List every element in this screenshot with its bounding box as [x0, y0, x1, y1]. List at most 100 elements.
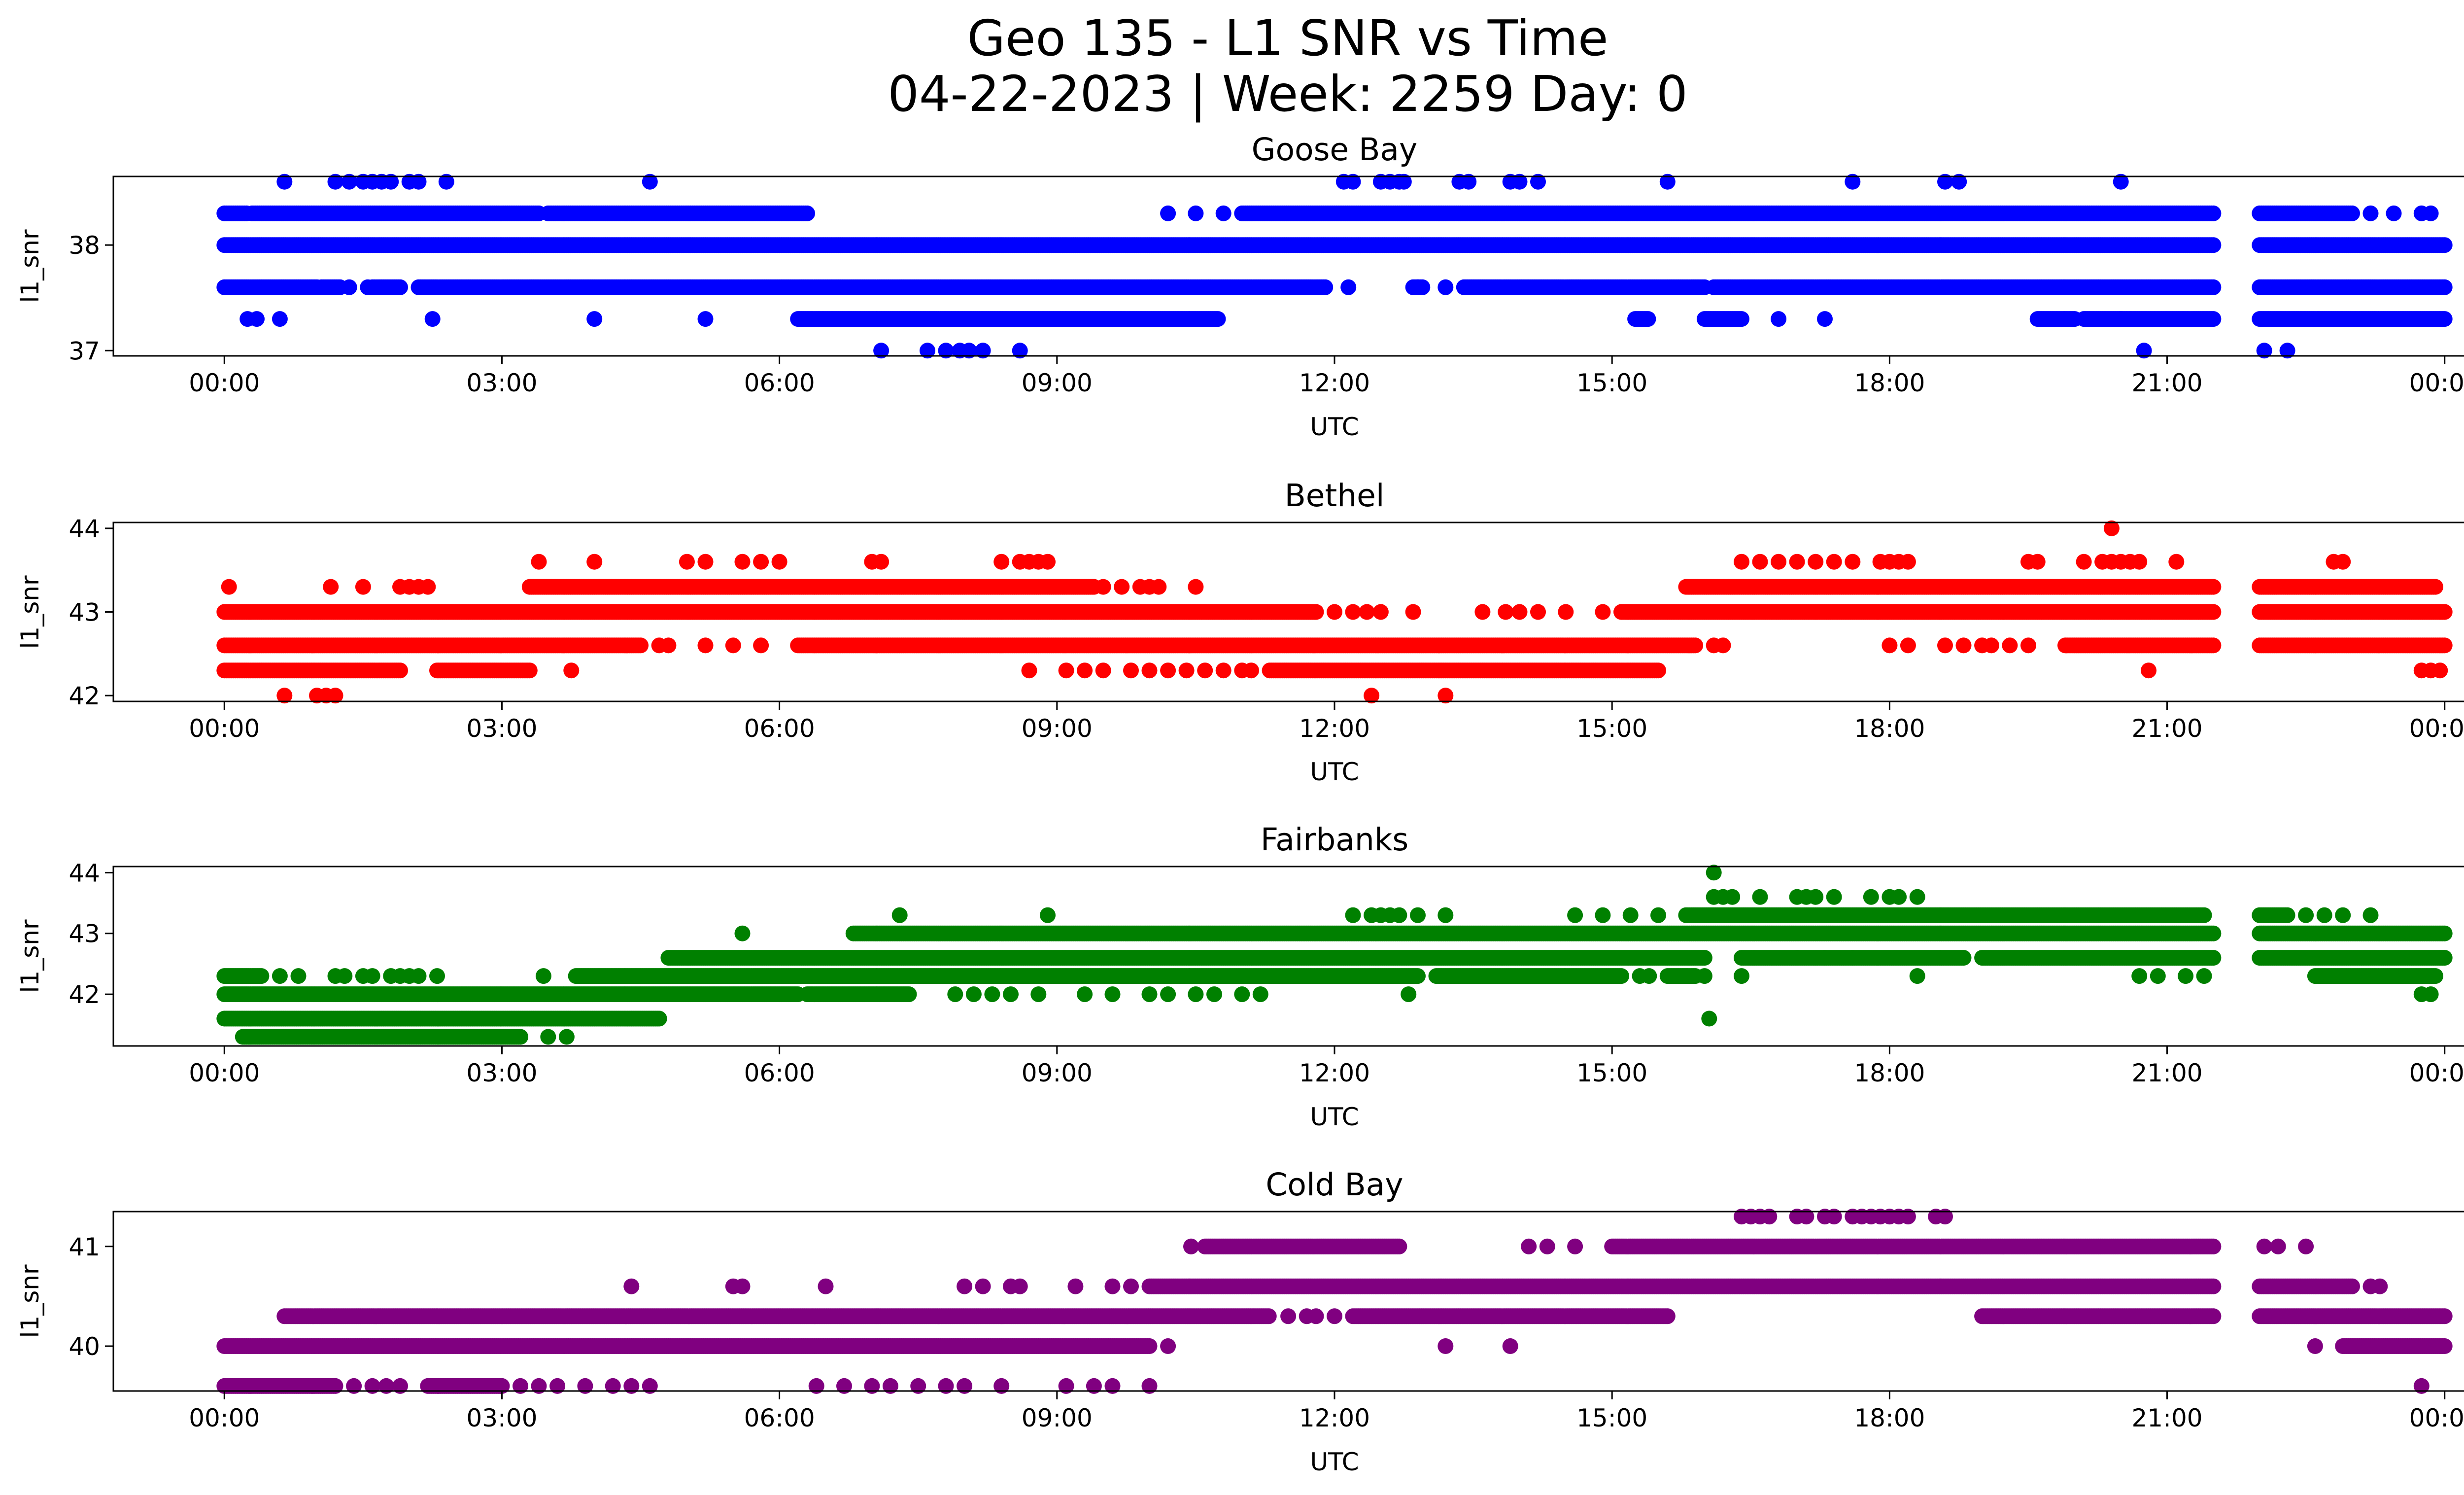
- data-point: [2205, 579, 2222, 595]
- data-point: [1845, 174, 1861, 190]
- data-point: [424, 311, 441, 327]
- data-point: [2029, 554, 2046, 570]
- data-point: [1345, 174, 1361, 190]
- data-point: [2205, 237, 2222, 253]
- data-point: [697, 554, 714, 570]
- data-point: [1734, 554, 1749, 570]
- data-point: [642, 174, 658, 190]
- data-point: [1210, 311, 1226, 327]
- y-tick-label: 38: [68, 231, 100, 260]
- x-tick-label: 21:00: [2131, 369, 2202, 397]
- data-point: [1188, 579, 1204, 595]
- data-point: [1900, 554, 1916, 570]
- data-point: [1317, 279, 1334, 295]
- data-point: [753, 554, 769, 570]
- data-point: [586, 554, 603, 570]
- data-point: [2436, 279, 2453, 295]
- data-point: [2205, 279, 2222, 295]
- scatter-points: [216, 520, 2453, 704]
- data-point: [2362, 205, 2379, 221]
- x-tick-label: 15:00: [1576, 369, 1647, 397]
- data-point: [1771, 311, 1787, 327]
- data-point: [1437, 279, 1454, 295]
- data-point: [1937, 174, 1953, 190]
- chart-panel-bethel: Bethel 00:00 03:00 06:00 09:00 12:00 15:00 18:…: [16, 478, 2464, 786]
- data-point: [2131, 554, 2148, 570]
- y-axis-label: l1_snr: [16, 229, 44, 303]
- figure-title-line-2: 04-22-2023 | Week: 2259 Day: 0: [888, 65, 1687, 123]
- data-point: [272, 311, 288, 327]
- data-point: [873, 554, 890, 570]
- data-point: [2436, 237, 2453, 253]
- x-tick-label: 12:00: [1299, 369, 1370, 397]
- data-point: [1845, 554, 1861, 570]
- y-tick-label: 37: [68, 337, 100, 365]
- data-point: [2344, 205, 2360, 221]
- data-point: [1215, 205, 1232, 221]
- data-point: [2436, 311, 2453, 327]
- data-point: [799, 205, 815, 221]
- data-point: [420, 579, 436, 595]
- data-point: [2428, 579, 2443, 595]
- data-point: [1511, 174, 1528, 190]
- data-point: [771, 554, 787, 570]
- data-point: [221, 579, 237, 595]
- data-point: [1789, 554, 1805, 570]
- data-point: [697, 311, 714, 327]
- panel-title: Goose Bay: [1252, 132, 1418, 168]
- data-point: [2423, 205, 2439, 221]
- data-point: [2386, 205, 2402, 221]
- panel-title: Bethel: [1285, 478, 1385, 514]
- data-point: [392, 279, 408, 295]
- data-point: [2335, 554, 2351, 570]
- x-tick-label: 00:00: [189, 369, 260, 397]
- data-point: [276, 174, 293, 190]
- x-tick-label: 09:00: [1022, 369, 1093, 397]
- x-axis: 00:00 03:00 06:00 09:00 12:00 15:00 18:00 21:00…: [189, 356, 2464, 397]
- data-point: [679, 554, 695, 570]
- data-point: [327, 174, 343, 190]
- data-point: [355, 579, 371, 595]
- data-point: [1410, 279, 1426, 295]
- data-point: [1396, 174, 1412, 190]
- data-point: [1951, 174, 1967, 190]
- data-point: [1752, 554, 1768, 570]
- plot-frame: [112, 175, 2464, 357]
- data-point: [1160, 205, 1176, 221]
- data-point: [2205, 311, 2222, 327]
- data-point: [2113, 174, 2129, 190]
- data-point: [2168, 554, 2185, 570]
- data-point: [383, 174, 399, 190]
- data-point: [993, 554, 1010, 570]
- data-point: [341, 279, 357, 295]
- scatter-points: [216, 174, 2453, 359]
- data-point: [1734, 311, 1749, 327]
- x-tick-label: 00:00: [2409, 369, 2464, 397]
- x-tick-label: 06:00: [744, 369, 815, 397]
- data-point: [249, 311, 265, 327]
- y-axis: 37 38: [68, 231, 113, 365]
- data-point: [1095, 579, 1111, 595]
- data-point: [341, 174, 357, 190]
- data-point: [1817, 311, 1833, 327]
- data-point: [360, 279, 376, 295]
- data-point: [1771, 554, 1787, 570]
- data-point: [2205, 205, 2222, 221]
- data-point: [1151, 579, 1167, 595]
- data-point: [1114, 579, 1130, 595]
- data-point: [1461, 174, 1477, 190]
- data-point: [411, 174, 427, 190]
- x-tick-label: 03:00: [466, 369, 537, 397]
- data-point: [323, 579, 339, 595]
- data-point: [1188, 205, 1204, 221]
- x-axis-label: UTC: [1310, 413, 1359, 441]
- figure-title-line-1: Geo 135 - L1 SNR vs Time: [967, 9, 1608, 67]
- data-point: [1659, 174, 1676, 190]
- data-point: [531, 554, 547, 570]
- data-point: [1340, 279, 1357, 295]
- data-point: [1640, 311, 1656, 327]
- data-point: [734, 554, 751, 570]
- data-point: [1826, 554, 1842, 570]
- data-point: [586, 311, 603, 327]
